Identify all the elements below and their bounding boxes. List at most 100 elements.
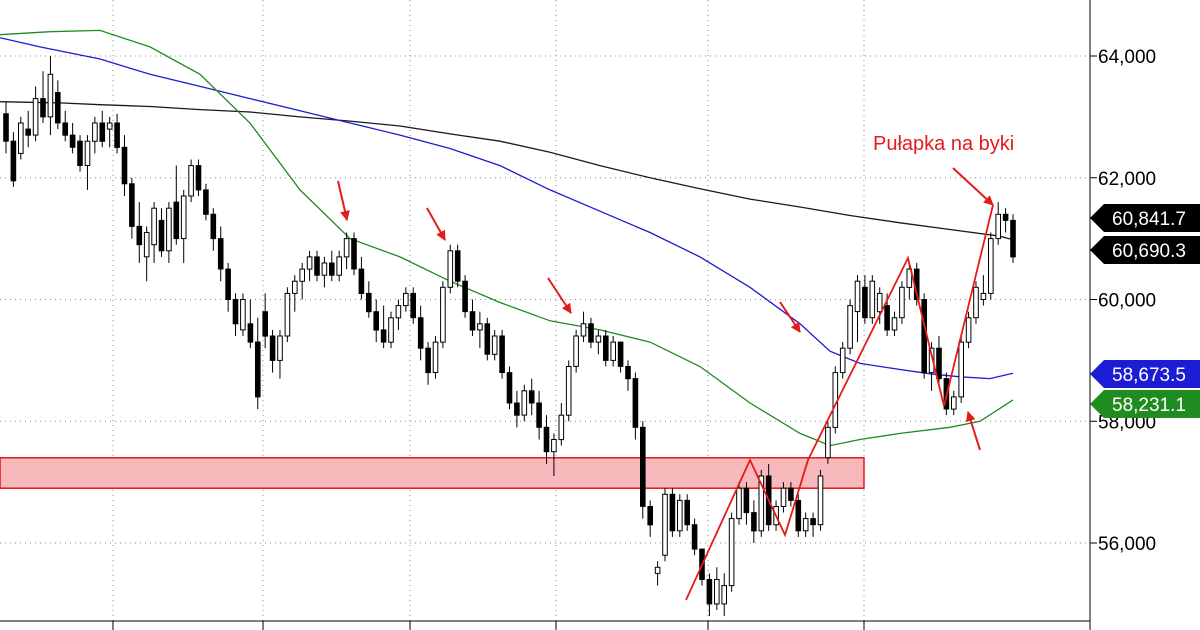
candle — [706, 573, 713, 617]
candle-body — [403, 292, 409, 307]
candle — [366, 281, 372, 318]
candle-body — [188, 165, 194, 197]
candle-body — [166, 207, 172, 252]
candle — [225, 262, 231, 312]
candle-body — [136, 225, 143, 246]
candle-body — [499, 335, 505, 373]
candle-body — [988, 238, 994, 294]
candle-body — [610, 341, 617, 361]
candle-body — [899, 286, 905, 319]
candle — [721, 573, 728, 617]
candle — [336, 250, 342, 282]
candle — [1002, 208, 1009, 233]
candle — [543, 415, 550, 464]
candle-body — [469, 311, 476, 331]
candle-body — [817, 475, 824, 526]
candle — [499, 329, 505, 379]
candle — [736, 482, 742, 525]
annotation-arrow — [426, 207, 446, 241]
candle-body — [862, 286, 868, 319]
candle — [906, 262, 913, 300]
candle — [380, 305, 387, 349]
candle-body — [240, 299, 246, 331]
candle — [795, 494, 802, 537]
candle-body — [447, 250, 454, 288]
candle — [417, 305, 424, 361]
candle — [329, 250, 335, 282]
candle-body — [928, 347, 935, 374]
candle-body — [573, 335, 579, 367]
candle — [373, 299, 379, 343]
candle — [980, 275, 987, 306]
candle — [47, 56, 54, 136]
candle-body — [121, 146, 128, 185]
candle — [395, 299, 402, 330]
candle-body — [62, 122, 69, 136]
candle — [632, 372, 639, 440]
candle — [580, 311, 587, 343]
candle — [758, 469, 765, 537]
candle — [595, 329, 602, 355]
candle-body — [77, 140, 83, 166]
price-badge-shape — [1090, 204, 1200, 232]
candle — [358, 256, 365, 300]
candle-body — [195, 165, 202, 191]
candle — [528, 378, 535, 416]
candle — [802, 512, 809, 537]
candle — [166, 202, 172, 263]
candle-body — [780, 487, 787, 508]
candle-body — [521, 390, 528, 416]
candle — [928, 342, 935, 391]
candle-body — [514, 402, 520, 416]
candle-body — [143, 232, 150, 258]
candle-body — [18, 122, 24, 154]
price-badge-label: 60,841.7 — [1112, 209, 1186, 230]
candle-body — [210, 213, 217, 240]
candle-body — [691, 524, 698, 550]
candle-body — [84, 140, 91, 166]
candle-body — [388, 317, 394, 343]
candle — [484, 317, 491, 361]
candle — [343, 232, 350, 270]
support-zone-rect — [0, 457, 865, 489]
candle — [625, 360, 631, 391]
candle-body — [995, 213, 1002, 240]
candle-body — [358, 268, 365, 295]
candle — [262, 293, 268, 349]
candle — [521, 384, 528, 422]
candle-body — [432, 341, 439, 374]
price-badge-label: 58,673.5 — [1112, 365, 1186, 386]
candle-body — [69, 134, 76, 148]
candle-body — [366, 292, 372, 313]
candle-body — [173, 201, 180, 240]
candle-body — [55, 92, 61, 124]
candle — [654, 561, 661, 586]
candle-body — [306, 256, 313, 270]
candle-body — [921, 299, 928, 374]
candle — [121, 135, 128, 197]
candle-body — [839, 347, 846, 374]
price-tick-label: 62,000 — [1098, 169, 1156, 190]
candle-body — [40, 98, 46, 118]
candle-body — [603, 335, 609, 361]
candle — [92, 116, 98, 154]
candle-body — [203, 189, 209, 215]
candle-body — [351, 238, 357, 270]
candle — [617, 341, 624, 373]
candle-body — [336, 256, 342, 276]
candle — [573, 329, 579, 373]
candle-body — [462, 280, 468, 313]
candle — [69, 122, 76, 154]
candle — [269, 329, 276, 373]
candle — [899, 281, 905, 324]
candle — [277, 329, 283, 379]
candle — [477, 311, 483, 349]
candle — [469, 299, 476, 337]
candle — [788, 482, 794, 507]
candle — [158, 208, 165, 257]
candle — [114, 113, 120, 154]
candle-body — [625, 366, 631, 380]
candle — [143, 226, 150, 282]
